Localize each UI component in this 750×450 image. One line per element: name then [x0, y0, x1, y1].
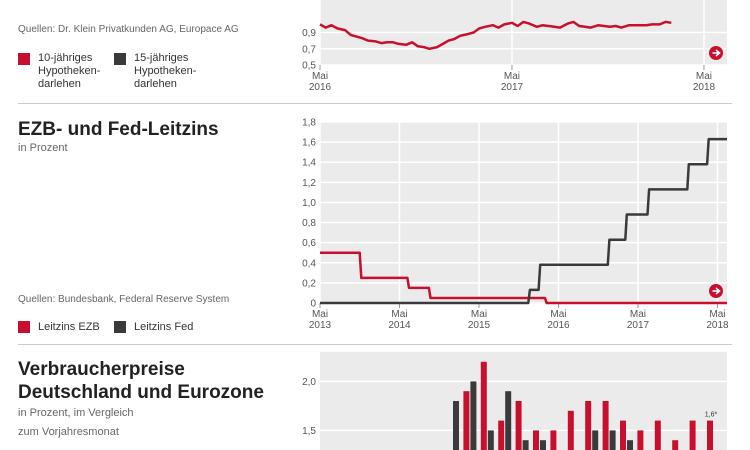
- y-tick-label: 1,8: [302, 118, 316, 129]
- legend-swatch-15y: [114, 53, 126, 65]
- x-tick-label: Mai 2018: [706, 309, 729, 331]
- bar-deutschland: [707, 420, 713, 450]
- plot-area: [320, 352, 727, 450]
- bar-deutschland: [463, 391, 470, 450]
- legend-label-fed: Leitzins Fed: [134, 321, 194, 333]
- legend-swatch-fed: [114, 321, 126, 333]
- expand-arrow-button[interactable]: [709, 46, 723, 60]
- x-tick-label: Mai 2017: [501, 71, 524, 93]
- bar-eurozone: [505, 391, 512, 450]
- bar-eurozone: [592, 430, 599, 450]
- bar-deutschland: [550, 430, 557, 450]
- bar-deutschland: [672, 440, 679, 450]
- legend-label-15y: 15-jähriges Hypotheken- darlehen: [134, 52, 197, 90]
- series-line-1: [320, 137, 727, 305]
- bar-deutschland: [480, 361, 487, 450]
- section-divider-2: [18, 344, 732, 345]
- bar-deutschland: [602, 401, 609, 450]
- y-tick-label: 1,6: [302, 138, 316, 149]
- x-tick-label: Mai 2015: [468, 309, 491, 331]
- chart-subtitle-verbraucherpreise: in Prozent, im Vergleich zum Vorjahresmo…: [18, 407, 134, 438]
- y-tick-label: 1,2: [302, 178, 316, 189]
- chart-title-leitzins: EZB- und Fed-Leitzins: [18, 119, 219, 140]
- x-tick-label: Mai 2016: [309, 71, 332, 93]
- verbraucherpreise-chart: 1,52,01,6*1,2*: [302, 352, 727, 450]
- x-tick-label: Mai 2014: [388, 309, 411, 331]
- bar-deutschland: [533, 430, 539, 450]
- y-tick-label: 1,4: [302, 158, 316, 169]
- x-tick-label: Mai 2017: [627, 309, 650, 331]
- y-tick-label: 0,7: [302, 44, 316, 55]
- plot-area: [320, 122, 727, 303]
- expand-arrow-button[interactable]: [709, 284, 723, 298]
- bar-deutschland: [620, 420, 626, 450]
- bar-eurozone: [470, 381, 477, 450]
- section-divider: [18, 103, 732, 104]
- y-tick-label: 0,2: [302, 278, 316, 289]
- bar-deutschland: [654, 420, 661, 450]
- legend-swatch-ezb: [18, 321, 30, 333]
- y-tick-label: 0,8: [302, 218, 316, 229]
- legend-label-10y: 10-jähriges Hypotheken- darlehen: [38, 52, 101, 90]
- series-line-0: [320, 251, 727, 305]
- y-tick-label: 0,6: [302, 238, 316, 249]
- legend-swatch-10y: [18, 53, 30, 65]
- sources-leitzins: Quellen: Bundesbank, Federal Reserve Sys…: [18, 294, 230, 305]
- bar-eurozone: [540, 440, 546, 450]
- y-tick-label: 0,9: [302, 28, 316, 39]
- y-tick-label: 1,0: [302, 198, 316, 209]
- x-tick-label: Mai 2013: [309, 309, 332, 331]
- bar-deutschland: [567, 410, 574, 450]
- bar-deutschland: [498, 420, 505, 450]
- bar-eurozone: [522, 440, 529, 450]
- y-tick-label: 2,0: [302, 377, 316, 388]
- bar-eurozone: [609, 430, 616, 450]
- y-tick-label: 0: [310, 299, 316, 310]
- data-label-deutschland: 1,6*: [705, 412, 718, 419]
- bar-eurozone: [487, 430, 494, 450]
- x-tick-label: Mai 2016: [547, 309, 570, 331]
- chart-title-verbraucherpreise: Verbraucherpreise Deutschland und Eurozo…: [18, 359, 264, 403]
- y-tick-label: 1,5: [302, 426, 316, 437]
- bar-eurozone: [453, 401, 459, 450]
- bar-deutschland: [585, 401, 592, 450]
- bar-deutschland: [689, 420, 696, 450]
- y-tick-label: 0,5: [302, 61, 316, 72]
- mortgage-rate-chart: 0,5 0,7 0,9 Mai 2016 Mai 2017 Mai 2018: [302, 0, 727, 93]
- bar-deutschland: [637, 430, 644, 450]
- bar-deutschland: [515, 401, 522, 450]
- chart-subtitle-leitzins: in Prozent: [18, 142, 68, 154]
- leitzins-chart: 0 0,2 0,4 0,6 0,8 1,0 1,2 1,4 1,6 1,8 Mai 2013 Mai 20…: [302, 118, 729, 332]
- y-tick-label: 0,4: [302, 258, 316, 269]
- x-tick-label: Mai 2018: [693, 71, 716, 93]
- bar-eurozone: [627, 440, 633, 450]
- series-line-0: [319, 20, 672, 51]
- legend-label-ezb: Leitzins EZB: [38, 321, 100, 333]
- sources-mortgage: Quellen: Dr. Klein Privatkunden AG, Euro…: [18, 24, 239, 35]
